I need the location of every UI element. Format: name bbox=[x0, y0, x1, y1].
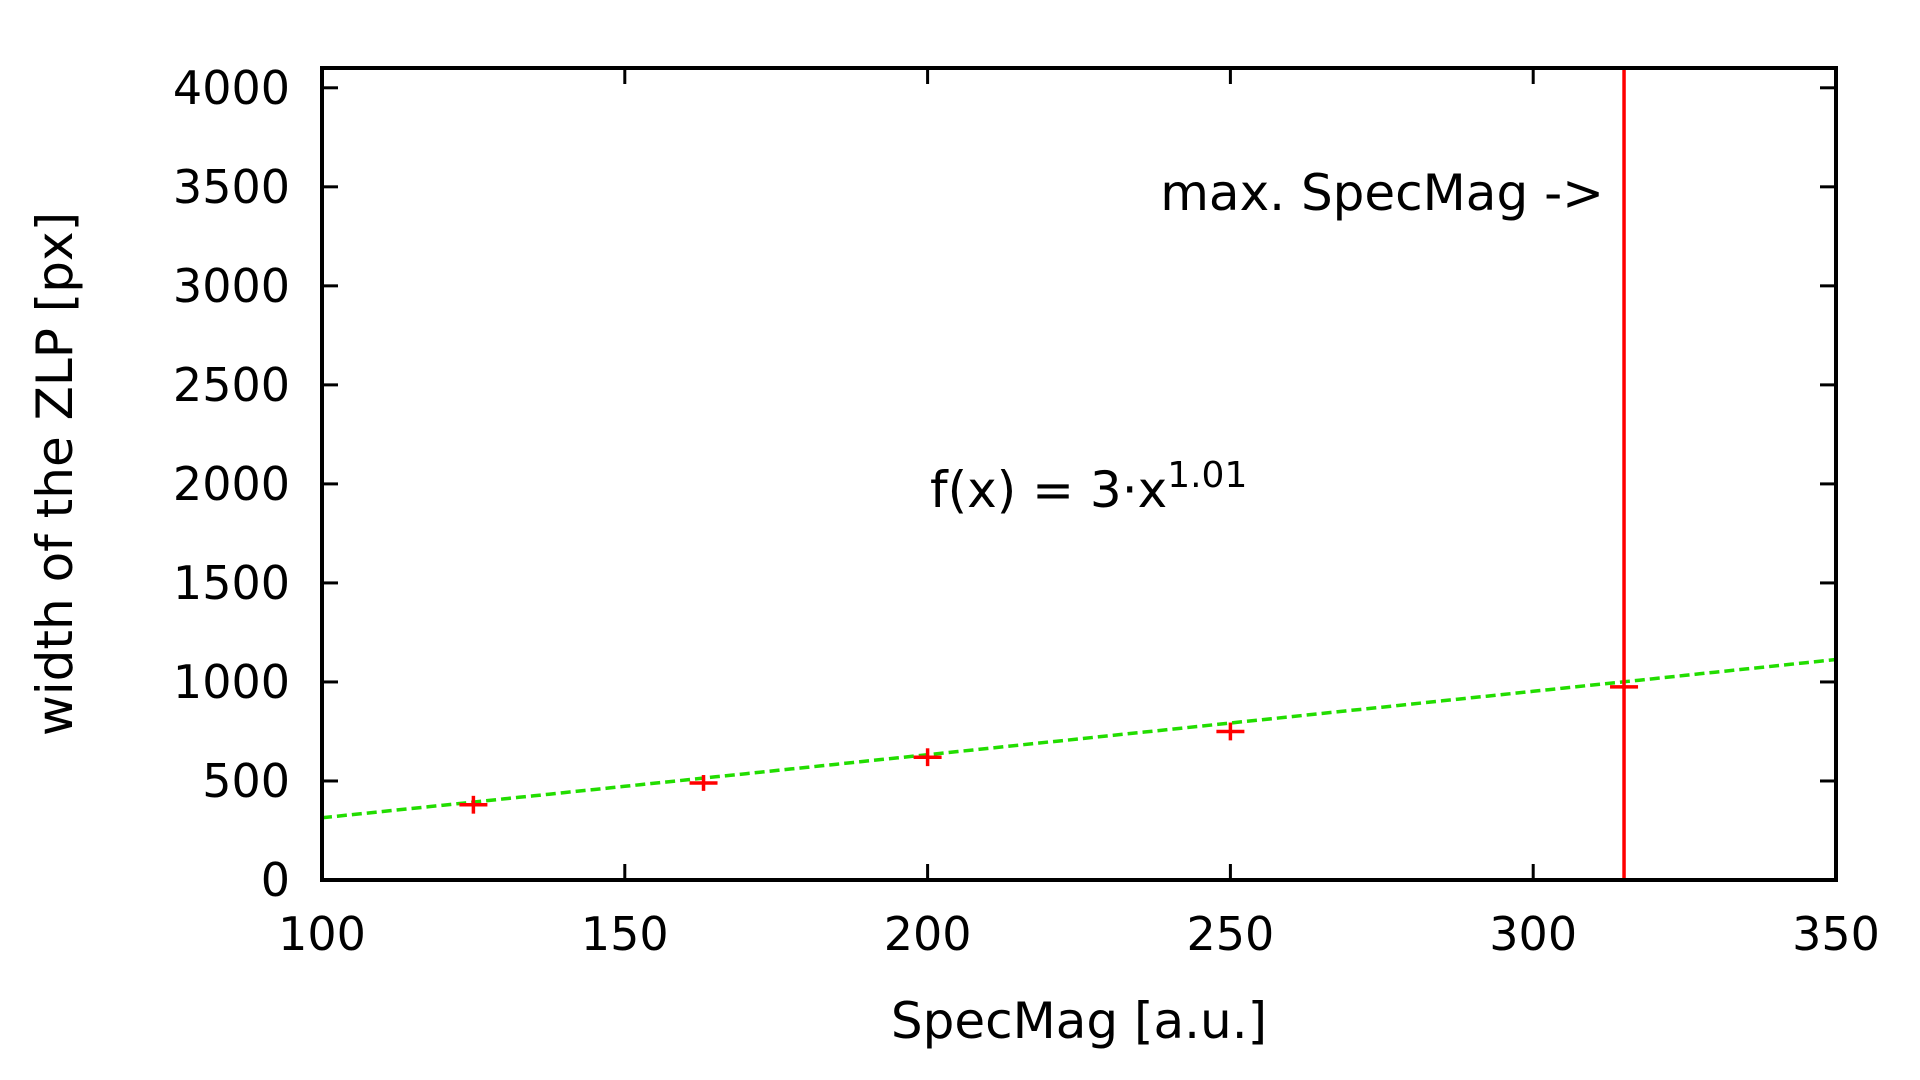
x-tick-label: 250 bbox=[1186, 907, 1274, 961]
y-tick-label: 3000 bbox=[173, 259, 290, 313]
data-point bbox=[1216, 722, 1245, 741]
y-tick-label: 2000 bbox=[173, 457, 290, 511]
x-axis-label: SpecMag [a.u.] bbox=[891, 992, 1267, 1050]
data-point bbox=[689, 775, 718, 791]
y-axis-label: width of the ZLP [px] bbox=[26, 212, 84, 736]
points-layer bbox=[459, 684, 1639, 814]
fit-curve bbox=[321, 657, 1837, 820]
x-tick-label: 150 bbox=[581, 907, 669, 961]
data-point bbox=[459, 795, 488, 814]
fit-formula-annotation: f(x) = 3·x1.01 bbox=[930, 455, 1247, 519]
max-specmag-annotation: max. SpecMag -> bbox=[1160, 164, 1604, 222]
fit-formula-exponent: 1.01 bbox=[1167, 455, 1247, 496]
data-point bbox=[1610, 684, 1639, 689]
ticks-layer: 100 150 200 250 300 3500500100015002000250030… bbox=[173, 61, 1880, 961]
x-tick-label: 200 bbox=[884, 907, 972, 961]
data-point bbox=[913, 748, 942, 767]
x-tick-label: 300 bbox=[1489, 907, 1577, 961]
x-tick-label: 350 bbox=[1792, 907, 1880, 961]
y-tick-label: 2500 bbox=[173, 358, 290, 412]
x-tick-label: 100 bbox=[278, 907, 366, 961]
fit-formula-base: f(x) = 3·x bbox=[930, 461, 1167, 519]
y-tick-label: 1500 bbox=[173, 556, 290, 610]
y-tick-label: 0 bbox=[261, 853, 290, 907]
y-tick-label: 1000 bbox=[173, 655, 290, 709]
y-tick-label: 500 bbox=[202, 754, 290, 808]
y-tick-label: 4000 bbox=[173, 61, 290, 115]
plot-frame bbox=[320, 66, 1838, 882]
y-tick-label: 3500 bbox=[173, 160, 290, 214]
fit-layer bbox=[321, 657, 1837, 820]
